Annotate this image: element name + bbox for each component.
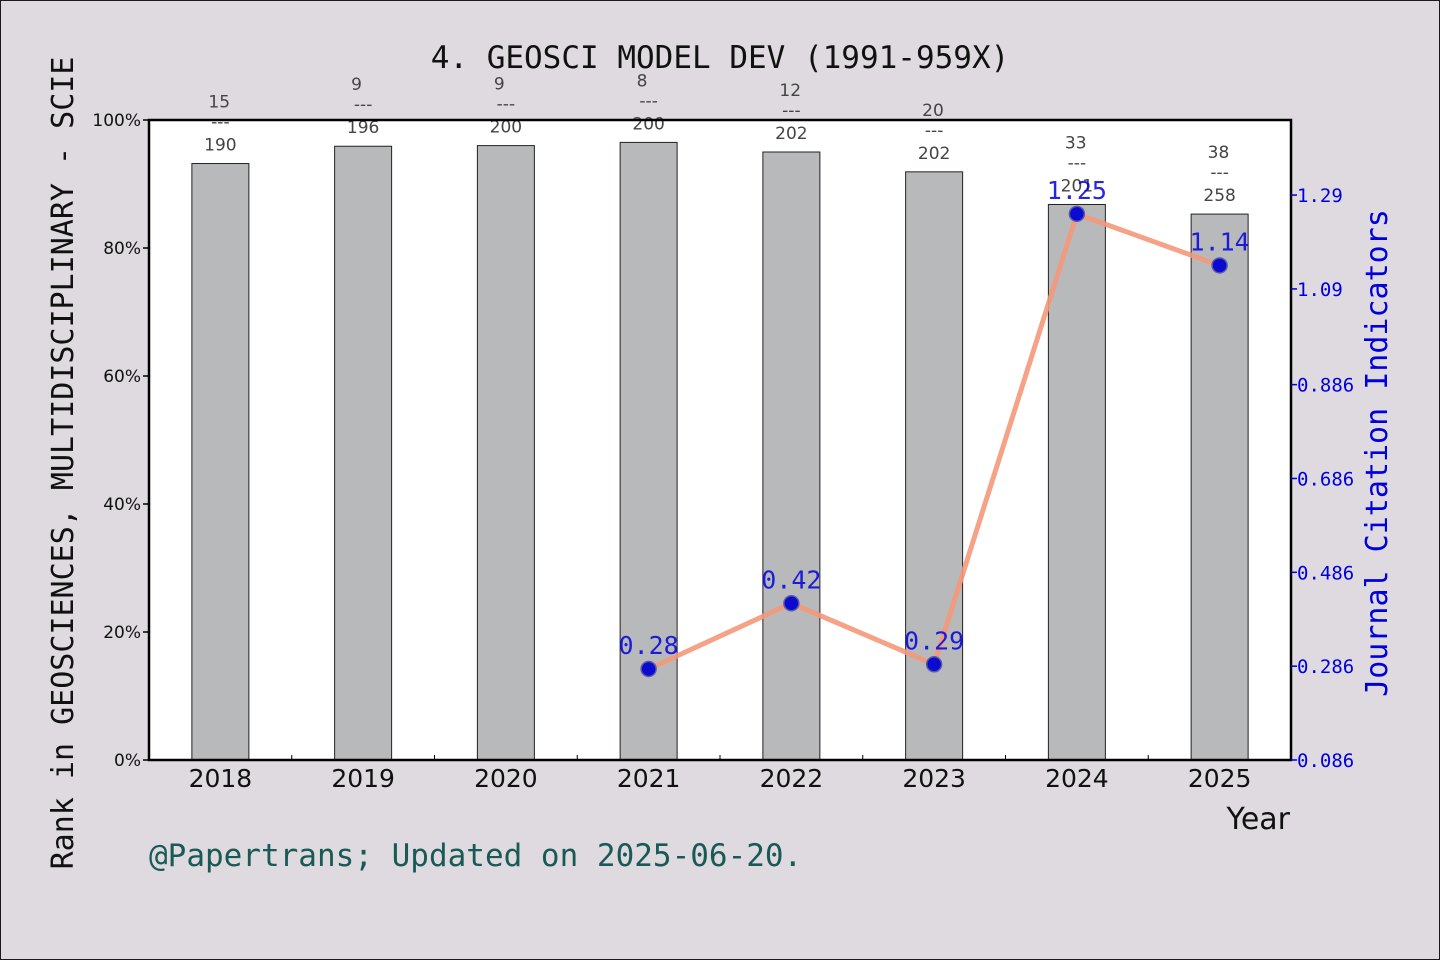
bar-rank-label: 9: [494, 75, 505, 95]
x-tick-label: 2020: [474, 764, 538, 793]
bar-2024: [1047, 203, 1106, 761]
y-tick-label: 100%: [92, 111, 141, 131]
x-axis-label: Year: [1225, 802, 1290, 837]
bar-label-divider: ---: [782, 101, 800, 121]
x-tick-label: 2025: [1188, 764, 1252, 793]
bar-total-label: 190: [204, 136, 236, 156]
jci-value-label: 0.28: [619, 631, 679, 660]
bar-2022: [762, 151, 821, 761]
y-tick-label: 20%: [103, 623, 141, 643]
bar-2025: [1190, 213, 1249, 761]
bar-total-label: 202: [918, 144, 950, 164]
y2-tick-label: 0.086: [1297, 750, 1354, 772]
y2-tick-label: 1.09: [1297, 279, 1343, 301]
jci-point-2023: [925, 656, 943, 673]
bar-label-divider: ---: [497, 95, 515, 115]
y-tick-label: 60%: [103, 367, 141, 387]
plot-area: [149, 120, 1291, 760]
y-tick-label: 40%: [103, 495, 141, 515]
bar-rank-label: 8: [637, 71, 648, 91]
y-tick-label: 80%: [103, 239, 141, 259]
y2-axis-label: Journal Citation Indicators: [1360, 209, 1395, 697]
x-tick-label: 2019: [331, 764, 395, 793]
jci-point-2022: [783, 595, 800, 612]
footer-credit: @Papertrans; Updated on 2025-06-20.: [149, 838, 802, 874]
bar-total-label: 202: [775, 124, 807, 144]
y-axis-label: Rank in GEOSCIENCES, MULTIDISCIPLINARY -…: [46, 57, 81, 870]
jci-point-2024: [1068, 205, 1086, 223]
jci-value-label: 0.29: [904, 626, 964, 655]
x-tick-label: 2023: [902, 764, 966, 793]
jci-value-label: 0.42: [761, 565, 821, 594]
jci-value-label: 1.25: [1047, 176, 1107, 205]
bar-2021: [619, 141, 678, 761]
bar-2018: [191, 163, 250, 761]
bar-label-divider: ---: [211, 113, 229, 133]
jci-value-label: 1.14: [1190, 227, 1250, 256]
jci-point-2021: [640, 660, 657, 678]
bar-2019: [334, 145, 393, 761]
x-tick-label: 2024: [1045, 764, 1109, 793]
bar-2020: [476, 145, 535, 761]
y2-tick-label: 0.486: [1297, 562, 1354, 584]
bar-rank-label: 15: [208, 93, 230, 113]
bar-label-divider: ---: [354, 95, 372, 115]
jci-point-2025: [1211, 257, 1228, 274]
y2-tick-label: 0.286: [1297, 656, 1354, 678]
bar-rank-label: 33: [1065, 133, 1087, 153]
bar-rank-label: 20: [922, 101, 944, 121]
bar-rank-label: 12: [779, 81, 801, 101]
bar-label-divider: ---: [1068, 153, 1086, 173]
bar-label-divider: ---: [925, 121, 943, 141]
bar-rank-label: 9: [351, 75, 362, 95]
bar-label-divider: ---: [1210, 163, 1228, 183]
x-tick-label: 2022: [760, 764, 824, 793]
y2-tick-label: 1.29: [1297, 185, 1343, 207]
bar-total-label: 196: [347, 118, 379, 138]
bar-rank-label: 38: [1208, 143, 1230, 163]
y-tick-label: 0%: [114, 751, 141, 771]
bar-total-label: 258: [1203, 186, 1235, 206]
bar-total-label: 200: [490, 118, 522, 138]
x-tick-label: 2018: [189, 764, 253, 793]
bar-label-divider: ---: [639, 91, 657, 111]
bar-total-label: 201: [1061, 176, 1093, 196]
chart-title: 4. GEOSCI MODEL DEV (1991-959X): [431, 40, 1010, 76]
y2-tick-label: 0.686: [1297, 468, 1354, 490]
bar-total-label: 200: [632, 114, 664, 134]
y2-tick-label: 0.886: [1297, 375, 1354, 397]
x-tick-label: 2021: [617, 764, 681, 793]
